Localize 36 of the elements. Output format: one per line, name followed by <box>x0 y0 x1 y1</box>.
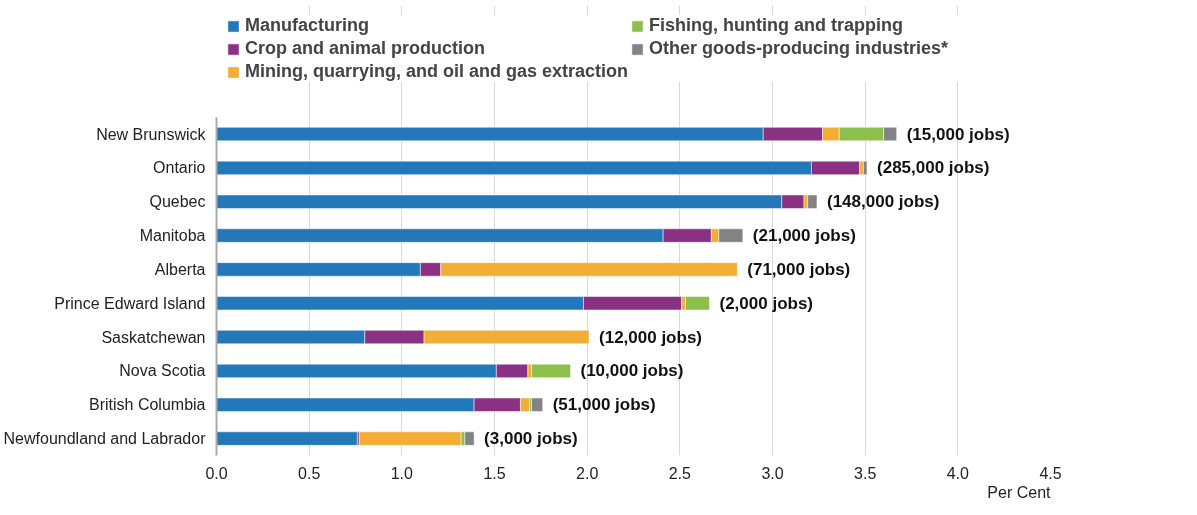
x-tick-label: 4.0 <box>946 464 970 482</box>
annotation: (2,000 jobs) <box>719 293 814 313</box>
x-tick-label: 0.5 <box>298 464 321 482</box>
y-tick-label: Manitoba <box>139 227 206 245</box>
y-tick-label: Ontario <box>153 159 206 177</box>
y-tick-label: Newfoundland and Labrador <box>3 430 207 448</box>
annotation: (285,000 jobs) <box>877 158 990 178</box>
x-tick-label: 2.0 <box>576 464 599 482</box>
legend-label: Manufacturing <box>245 15 370 36</box>
annotation: (12,000 jobs) <box>599 327 703 347</box>
annotation: (3,000 jobs) <box>484 429 578 449</box>
x-tick-label: 0.0 <box>205 464 228 482</box>
y-tick-label: New Brunswick <box>96 125 207 143</box>
x-tick-label: 3.5 <box>854 464 877 482</box>
y-tick-label: Alberta <box>154 260 206 278</box>
x-tick-label: 4.5 <box>1039 464 1062 482</box>
annotation: (148,000 jobs) <box>826 192 940 212</box>
annotation: (10,000 jobs) <box>580 361 684 381</box>
legend-label: Mining, quarrying, and oil and gas extraction <box>245 61 629 82</box>
legend-label: Fishing, hunting and trapping <box>649 15 904 36</box>
x-axis-title: Per Cent <box>987 483 1052 501</box>
y-tick-label: Prince Edward Island <box>54 294 206 312</box>
legend-label: Crop and animal production <box>245 38 486 59</box>
legend-label: Other goods-producing industries* <box>649 38 950 59</box>
y-tick-label: Nova Scotia <box>119 362 206 380</box>
annotation: (51,000 jobs) <box>552 395 656 415</box>
x-tick-label: 2.5 <box>668 464 692 482</box>
annotation: (15,000 jobs) <box>906 124 1010 144</box>
y-tick-label: Saskatchewan <box>101 328 206 346</box>
y-tick-label: Quebec <box>149 193 206 211</box>
annotation: (71,000 jobs) <box>747 259 851 279</box>
x-tick-label: 3.0 <box>761 464 784 482</box>
annotation: (21,000 jobs) <box>752 226 856 246</box>
x-tick-label: 1.0 <box>390 464 414 482</box>
x-tick-label: 1.5 <box>483 464 506 482</box>
y-tick-label: British Columbia <box>89 396 206 414</box>
